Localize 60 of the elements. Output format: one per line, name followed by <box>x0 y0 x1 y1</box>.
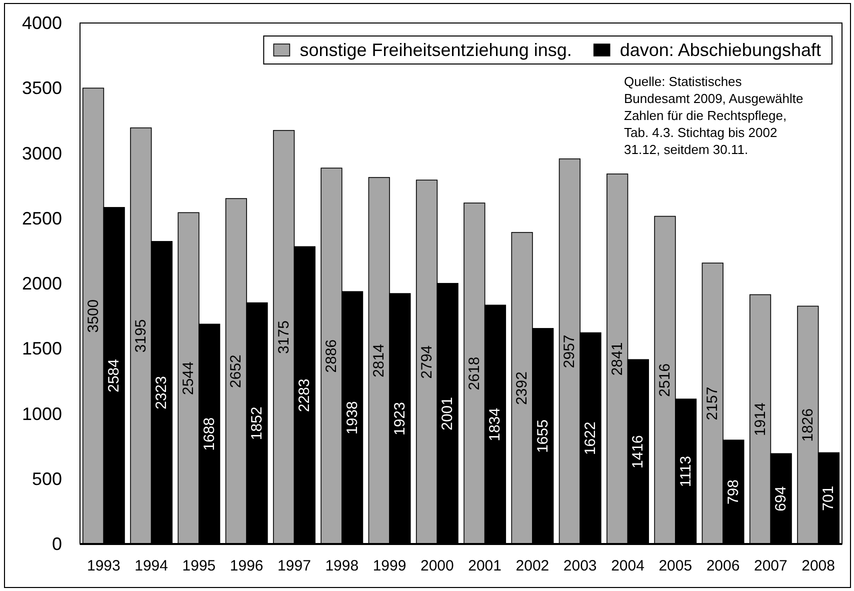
y-tick-label: 4000 <box>22 13 62 33</box>
y-tick-label: 3000 <box>22 143 62 164</box>
y-tick-label: 3500 <box>22 78 62 98</box>
y-tick-label: 2500 <box>22 208 62 228</box>
data-label: 2323 <box>153 376 170 410</box>
data-label: 2957 <box>561 334 578 368</box>
data-label: 1688 <box>200 417 218 451</box>
data-label: 1914 <box>752 402 769 436</box>
data-label: 2516 <box>656 363 674 397</box>
data-label: 2794 <box>418 345 436 379</box>
x-tick-label: 1997 <box>278 558 311 574</box>
legend-label: davon: Abschiebungshaft <box>620 40 822 60</box>
data-label: 1834 <box>486 408 504 442</box>
data-label: 2544 <box>180 362 198 396</box>
x-tick-label: 2001 <box>468 558 502 574</box>
x-tick-label: 2006 <box>706 558 740 574</box>
data-label: 2886 <box>322 339 340 373</box>
data-label: 3175 <box>275 320 292 354</box>
data-label: 2392 <box>514 372 531 405</box>
y-tick-label: 0 <box>52 534 62 554</box>
y-tick-label: 500 <box>32 468 62 489</box>
data-label: 701 <box>820 486 838 511</box>
data-label: 798 <box>724 480 742 505</box>
data-label: 1416 <box>630 435 647 468</box>
data-label: 1938 <box>344 401 361 434</box>
x-tick-label: 1996 <box>230 558 264 574</box>
data-label: 694 <box>772 486 790 512</box>
x-tick-label: 1999 <box>372 558 406 574</box>
data-label: 2841 <box>608 342 626 376</box>
x-tick-label: 1993 <box>86 558 120 574</box>
data-label: 1826 <box>799 408 816 442</box>
data-label: 2618 <box>466 356 483 390</box>
data-label: 1923 <box>391 402 408 436</box>
data-label: 2001 <box>439 396 456 430</box>
annotation: Quelle: Statistisches Bundesamt 2009, Ausgewählte Zahlen für die Rechtspflege, Tab. 4.3. Stichtag bis 2002 31.12, seitdem 30.11. <box>624 74 804 157</box>
data-label: 3195 <box>132 319 150 353</box>
data-label: 3500 <box>84 299 102 333</box>
y-tick-label: 1500 <box>22 338 62 359</box>
data-label: 2652 <box>228 354 245 388</box>
x-tick-label: 2003 <box>563 558 597 574</box>
data-label: 2814 <box>370 344 388 378</box>
data-label: 2157 <box>704 386 722 420</box>
x-tick-label: 2008 <box>802 558 836 574</box>
x-tick-label: 2007 <box>754 558 788 574</box>
x-tick-label: 2002 <box>516 558 550 574</box>
data-label: 1622 <box>582 422 600 456</box>
x-tick-label: 1998 <box>325 558 359 574</box>
y-tick-label: 1000 <box>22 404 62 424</box>
data-label: 1655 <box>534 420 552 453</box>
x-tick-label: 1994 <box>134 558 168 574</box>
data-label: 1852 <box>248 406 266 440</box>
data-label: 2584 <box>106 359 123 392</box>
x-tick-label: 2004 <box>611 558 644 574</box>
data-label: 1113 <box>677 456 694 488</box>
x-tick-label: 2000 <box>420 558 454 574</box>
data-label: 2283 <box>296 378 314 412</box>
x-tick-label: 2005 <box>658 558 692 574</box>
x-tick-label: 1995 <box>182 558 216 574</box>
legend-label: sonstige Freiheitsentziehung insg. <box>300 40 572 60</box>
y-tick-label: 2000 <box>22 274 62 294</box>
